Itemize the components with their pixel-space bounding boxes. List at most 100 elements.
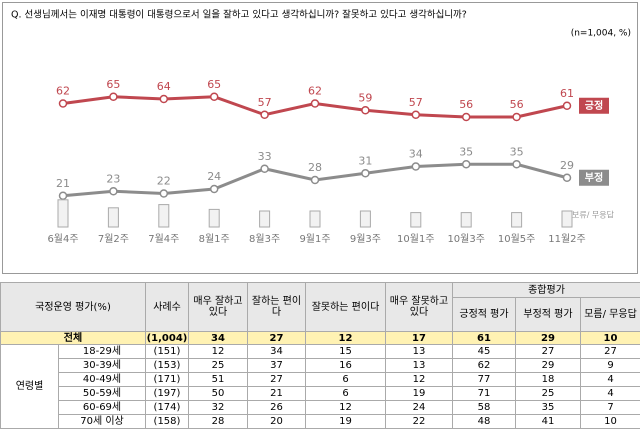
cell: 25 <box>188 358 248 373</box>
total-row: 전체 (1,004) 34 27 12 17 61 29 10 <box>0 331 640 345</box>
point <box>411 110 421 119</box>
cell: (1,004) <box>145 331 189 345</box>
cell: 12 <box>188 344 248 359</box>
point <box>310 175 320 185</box>
cell: 41 <box>515 414 581 429</box>
cell: 35 <box>515 400 581 415</box>
row-label: 전체 <box>0 331 146 345</box>
header-row: 긍정적 평가 부정적 평가 모름/ 무응답 <box>1 297 640 332</box>
cell: 27 <box>247 331 306 345</box>
value-label: 62 <box>56 85 70 98</box>
cell: (158) <box>145 414 189 429</box>
row-label: 18-29세 <box>58 344 146 359</box>
value-label: 56 <box>459 98 473 111</box>
header-row: 국정운영 평가(%) 사례수 매우 잘하고 있다 잘하는 편이다 잘못하는 편이다 매우 … <box>0 282 640 332</box>
cell: 24 <box>385 400 453 415</box>
value-label: 61 <box>560 87 574 100</box>
cell: 34 <box>188 331 248 345</box>
cell: 27 <box>579 344 640 359</box>
legend-label: 보류/ 무응답 <box>572 210 615 220</box>
point <box>512 160 521 169</box>
header-cell: 긍정적 평가 <box>452 297 516 332</box>
cell: 4 <box>579 386 640 401</box>
cell: 15 <box>305 344 386 359</box>
cell: 12 <box>305 331 386 345</box>
value-label: 35 <box>459 145 473 158</box>
point <box>58 99 68 108</box>
cell: (151) <box>145 344 189 359</box>
cell: 21 <box>247 386 306 401</box>
value-label: 34 <box>409 148 423 161</box>
legend-label: 부정 <box>585 171 603 184</box>
value-label: 21 <box>56 177 70 190</box>
bar <box>309 210 321 228</box>
cell: 20 <box>247 414 306 429</box>
value-label: 59 <box>358 91 372 104</box>
value-label: 64 <box>157 80 171 93</box>
header-cell: 잘못하는 편이다 <box>305 282 386 332</box>
point <box>209 92 219 101</box>
header-cell: 매우 잘하고 있다 <box>188 282 248 332</box>
cell: (153) <box>145 358 189 373</box>
cell: 9 <box>579 358 640 373</box>
bar <box>57 199 69 228</box>
point <box>260 110 269 119</box>
cell: 7 <box>579 400 640 415</box>
cell: 26 <box>247 400 306 415</box>
point <box>310 99 320 108</box>
bar <box>158 204 170 228</box>
cell: 71 <box>452 386 516 401</box>
cell: (174) <box>145 400 189 415</box>
value-label: 23 <box>106 172 120 185</box>
x-tick-label: 8월3주 <box>249 233 280 245</box>
point <box>159 189 169 198</box>
point <box>461 160 471 169</box>
legend-box <box>579 169 609 186</box>
point <box>209 184 219 194</box>
cell: 13 <box>385 344 453 359</box>
x-tick-label: 10월5주 <box>498 233 536 245</box>
header-cell: 부정적 평가 <box>515 297 581 332</box>
row-label: 30-39세 <box>58 358 146 373</box>
point <box>461 112 471 122</box>
x-tick-label: 9월3주 <box>350 233 381 245</box>
bar <box>511 212 523 228</box>
cell: 32 <box>188 400 248 415</box>
cell: 12 <box>385 372 453 387</box>
cell: 34 <box>247 344 306 359</box>
value-label: 24 <box>207 170 221 183</box>
value-label: 62 <box>308 85 322 98</box>
data-row: 연령별 18-29세 (151) 12 34 15 13 45 27 27 <box>0 344 640 429</box>
data-row: 50-59세 (197) 50 21 6 19 71 25 4 <box>1 386 640 401</box>
header-cell: 잘하는 편이다 <box>247 282 306 332</box>
value-label: 57 <box>409 96 423 109</box>
cell: (197) <box>145 386 189 401</box>
value-label: 31 <box>358 154 372 167</box>
data-row: 40-49세 (171) 51 27 6 12 77 18 4 <box>1 372 640 387</box>
bar <box>561 210 573 228</box>
x-tick-label: 7월2주 <box>98 233 129 245</box>
value-label: 35 <box>510 145 524 158</box>
point <box>411 162 421 171</box>
chart-frame: Q. 선생님께서는 이재명 대통령이 대통령으로서 일을 잘하고 있다고 생각하… <box>2 2 638 274</box>
cell: 18 <box>515 372 581 387</box>
bar <box>410 212 422 228</box>
value-label: 65 <box>207 78 221 91</box>
cell: 19 <box>305 414 386 429</box>
bar <box>107 207 119 228</box>
point <box>58 191 68 200</box>
cell: 48 <box>452 414 516 429</box>
row-label: 70세 이상 <box>58 414 146 429</box>
cell: 12 <box>305 400 386 415</box>
point <box>109 187 118 196</box>
header-cell: 모름/ 무응답 <box>579 297 640 332</box>
bar <box>460 212 472 228</box>
value-label: 56 <box>510 98 524 111</box>
section-label: 연령별 <box>0 344 59 429</box>
value-label: 22 <box>157 175 171 188</box>
chart: Q. 선생님께서는 이재명 대통령이 대통령으로서 일을 잘하고 있다고 생각하… <box>11 9 631 246</box>
cell: 19 <box>385 386 453 401</box>
cell: 77 <box>452 372 516 387</box>
x-tick-label: 10월3주 <box>447 233 485 245</box>
